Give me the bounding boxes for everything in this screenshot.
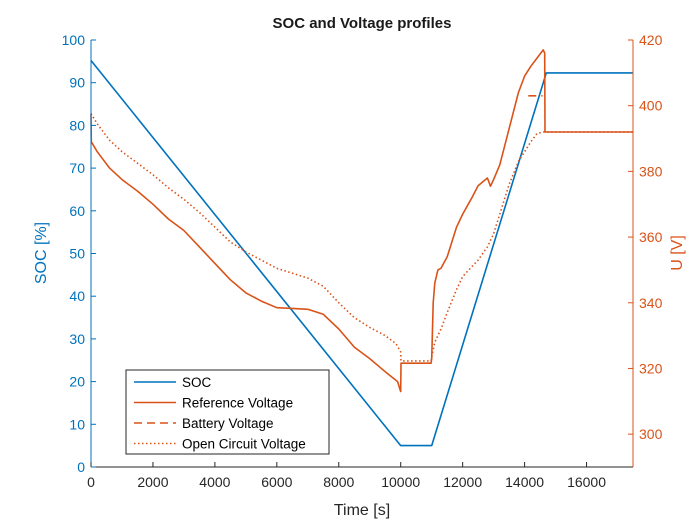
x-tick-label: 10000 [381,474,420,490]
y-left-tick-label: 20 [69,374,85,390]
y-right-tick-label: 340 [639,295,663,311]
y-left-tick-label: 0 [77,459,85,475]
y-left-tick-label: 40 [69,288,85,304]
x-tick-label: 0 [87,474,95,490]
x-tick-label: 6000 [261,474,292,490]
x-tick-label: 12000 [443,474,482,490]
series-line-0 [90,59,633,447]
y-axis-left-label: SOC [%] [33,222,50,284]
y-right-tick-label: 360 [639,229,663,245]
series-line-1 [90,49,633,393]
y-left-tick-label: 80 [69,117,85,133]
y-right-tick-label: 300 [639,426,663,442]
axes-layer: 0 2000 4000 6000 8000 10000 12000 14000 16000 0 10… [62,32,663,490]
legend-label: Battery Voltage [182,416,274,431]
y-right-tick-label: 380 [639,163,663,179]
y-axis-right-label: U [V] [669,235,686,271]
y-left-tick-label: 30 [69,331,85,347]
series-line-3 [90,113,633,362]
y-left-tick-label: 100 [62,32,86,48]
x-tick-label: 14000 [505,474,544,490]
y-right-tick-label: 420 [639,32,663,48]
x-tick-label: 8000 [323,474,354,490]
y-left-tick-label: 90 [69,75,85,91]
x-axis-label: Time [s] [334,502,390,519]
y-left-tick-label: 10 [69,416,85,432]
legend: SOC Reference Voltage Battery Voltage Open … [125,369,330,455]
x-tick-label: 2000 [137,474,168,490]
x-tick-label: 4000 [199,474,230,490]
legend-label: SOC [182,375,212,390]
series-layer [90,49,633,447]
chart-title: SOC and Voltage profiles [273,15,452,32]
x-tick-label: 16000 [567,474,606,490]
legend-box [125,369,330,455]
y-right-tick-label: 320 [639,360,663,376]
y-right-tick-label: 400 [639,98,663,114]
legend-label: Open Circuit Voltage [182,437,306,452]
y-left-tick-label: 60 [69,203,85,219]
legend-label: Reference Voltage [182,396,293,411]
y-left-tick-label: 70 [69,160,85,176]
y-left-tick-label: 50 [69,246,85,262]
